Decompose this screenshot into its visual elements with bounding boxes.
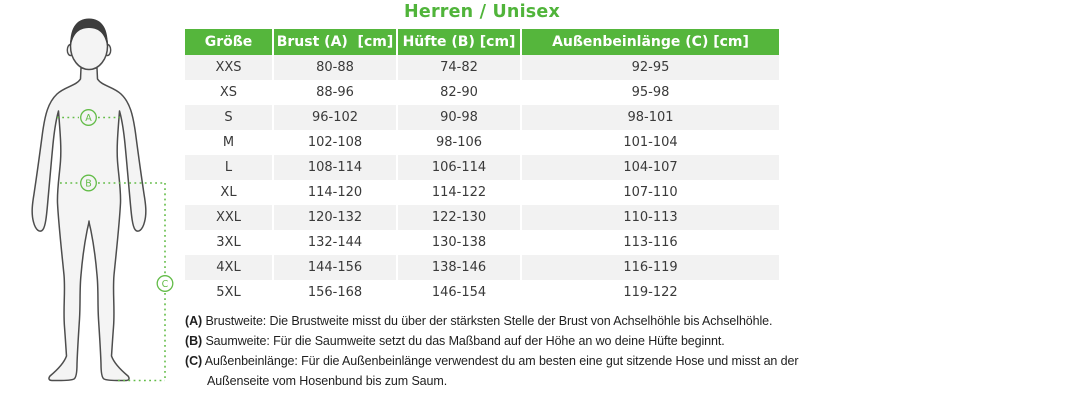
size-cell: 4XL xyxy=(185,255,273,280)
leg-cell: 116-119 xyxy=(520,255,779,280)
leg-cell: 107-110 xyxy=(520,180,779,205)
hip-cell: 98-106 xyxy=(396,130,521,155)
footnote-a-text: Brustweite: Die Brustweite misst du über… xyxy=(205,314,773,328)
marker-b-label: B xyxy=(85,178,92,189)
hip-cell: 90-98 xyxy=(396,105,521,130)
marker-a-circle xyxy=(80,109,97,126)
size-cell: XXL xyxy=(185,205,273,230)
hip-cell: 130-138 xyxy=(396,230,521,255)
page-title: Herren / Unisex xyxy=(404,2,560,22)
footnote-a: (A) Brustweite: Die Brustweite misst du … xyxy=(185,311,803,331)
table-row: S 96-102 90-98 98-101 xyxy=(185,105,779,130)
footnote-b-text: Saumweite: Für die Saumweite setzt du da… xyxy=(205,334,725,348)
size-cell: XXS xyxy=(185,55,273,80)
leg-cell: 119-122 xyxy=(520,280,779,305)
hip-cell: 122-130 xyxy=(396,205,521,230)
footnote-a-prefix: (A) xyxy=(185,314,203,328)
chest-cell: 144-156 xyxy=(272,255,397,280)
leg-cell: 92-95 xyxy=(520,55,779,80)
figure-hair xyxy=(70,18,108,49)
chest-cell: 96-102 xyxy=(272,105,397,130)
footnote-c-prefix: (C) xyxy=(185,354,203,368)
table-row: 5XL 156-168 146-154 119-122 xyxy=(185,280,779,305)
hip-cell: 146-154 xyxy=(396,280,521,305)
hip-cell: 114-122 xyxy=(396,180,521,205)
header-size: Größe xyxy=(185,29,273,55)
size-cell: M xyxy=(185,130,273,155)
leg-cell: 95-98 xyxy=(520,80,779,105)
chest-cell: 120-132 xyxy=(272,205,397,230)
header-chest: Brust (A) [cm] xyxy=(272,29,397,55)
marker-a-label: A xyxy=(85,113,92,124)
table-row: XS 88-96 82-90 95-98 xyxy=(185,80,779,105)
footnote-b-prefix: (B) xyxy=(185,334,203,348)
leg-cell: 98-101 xyxy=(520,105,779,130)
size-table-body: XXS 80-88 74-82 92-95 XS 88-96 82-90 95-… xyxy=(185,55,779,305)
chest-cell: 80-88 xyxy=(272,55,397,80)
table-row: XL 114-120 114-122 107-110 xyxy=(185,180,779,205)
chest-cell: 114-120 xyxy=(272,180,397,205)
size-table: Größe Brust (A) [cm] Hüfte (B) [cm] Auße… xyxy=(185,29,779,305)
size-cell: XL xyxy=(185,180,273,205)
leg-cell: 110-113 xyxy=(520,205,779,230)
leg-cell: 104-107 xyxy=(520,155,779,180)
table-row: 4XL 144-156 138-146 116-119 xyxy=(185,255,779,280)
chest-cell: 132-144 xyxy=(272,230,397,255)
leg-cell: 113-116 xyxy=(520,230,779,255)
size-cell: 5XL xyxy=(185,280,273,305)
header-outer-leg: Außenbeinlänge (C) [cm] xyxy=(520,29,779,55)
hip-cell: 138-146 xyxy=(396,255,521,280)
size-cell: S xyxy=(185,105,273,130)
chest-cell: 88-96 xyxy=(272,80,397,105)
body-measurement-figure: A B C xyxy=(31,18,174,382)
marker-b-circle xyxy=(80,174,97,192)
table-header-row: Größe Brust (A) [cm] Hüfte (B) [cm] Auße… xyxy=(185,29,779,55)
hip-cell: 82-90 xyxy=(396,80,521,105)
size-cell: XS xyxy=(185,80,273,105)
figure-body-silhouette xyxy=(31,67,147,382)
chest-cell: 102-108 xyxy=(272,130,397,155)
hip-cell: 74-82 xyxy=(396,55,521,80)
marker-c-circle xyxy=(156,275,174,292)
footnotes: (A) Brustweite: Die Brustweite misst du … xyxy=(185,311,803,391)
footnote-c-text: Außenbeinlänge: Für die Außenbeinlänge v… xyxy=(204,354,799,388)
marker-c-label: C xyxy=(162,279,169,290)
size-cell: L xyxy=(185,155,273,180)
hip-cell: 106-114 xyxy=(396,155,521,180)
header-hip: Hüfte (B) [cm] xyxy=(396,29,521,55)
footnote-c: (C) Außenbeinlänge: Für die Außenbeinlän… xyxy=(185,351,803,391)
chest-cell: 108-114 xyxy=(272,155,397,180)
size-cell: 3XL xyxy=(185,230,273,255)
footnote-b: (B) Saumweite: Für die Saumweite setzt d… xyxy=(185,331,803,351)
table-row: L 108-114 106-114 104-107 xyxy=(185,155,779,180)
table-row: 3XL 132-144 130-138 113-116 xyxy=(185,230,779,255)
leg-cell: 101-104 xyxy=(520,130,779,155)
chest-cell: 156-168 xyxy=(272,280,397,305)
table-row: M 102-108 98-106 101-104 xyxy=(185,130,779,155)
table-row: XXL 120-132 122-130 110-113 xyxy=(185,205,779,230)
table-row: XXS 80-88 74-82 92-95 xyxy=(185,55,779,80)
measurement-guides xyxy=(57,116,166,382)
